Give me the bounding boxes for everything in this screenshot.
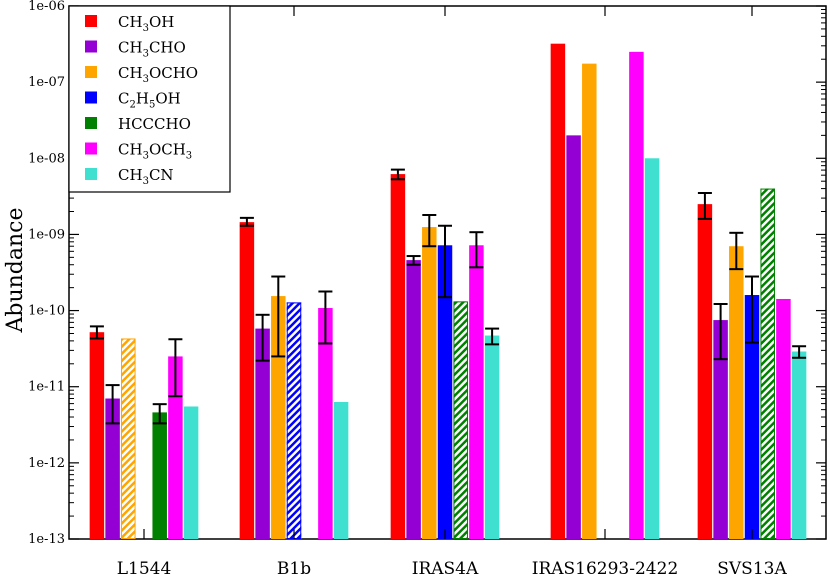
legend-swatch (85, 40, 97, 53)
y-axis-label: Abundance (3, 207, 28, 333)
x-tick-label: L1544 (117, 559, 172, 579)
bar (333, 401, 349, 539)
bar-outline (121, 338, 136, 539)
bar (422, 227, 437, 539)
x-tick-label: IRAS16293-2422 (532, 559, 679, 579)
bar (437, 245, 453, 539)
error-bars-group (89, 168, 807, 425)
bar (744, 295, 760, 539)
bar (697, 204, 713, 539)
y-tick-label: 1e-09 (28, 227, 65, 242)
bar (152, 412, 167, 539)
x-tick-label: IRAS4A (412, 559, 479, 579)
bar (566, 135, 581, 539)
bar (255, 328, 270, 539)
legend-entry: CH3OCH3 (118, 141, 192, 162)
bar (729, 246, 744, 539)
bars-group (89, 43, 807, 540)
legend-entry: CH3OCHO (118, 64, 198, 85)
y-tick-label: 1e-07 (28, 75, 65, 90)
legend-entry: CH3CHO (118, 39, 186, 60)
x-tick-label: SVS13A (717, 559, 787, 579)
bar (791, 351, 807, 539)
bar (121, 338, 136, 539)
y-tick-label: 1e-11 (28, 380, 65, 395)
bar (183, 406, 199, 539)
legend-swatch (85, 15, 97, 27)
bar (644, 158, 660, 540)
bar (713, 320, 728, 539)
y-tick-label: 1e-12 (28, 456, 65, 471)
y-tick-label: 1e-06 (28, 0, 65, 14)
legend-entry: CH3OH (118, 13, 174, 34)
bar (406, 260, 421, 539)
legend-entry: C2H5OH (118, 90, 181, 111)
bar (484, 335, 500, 539)
bar-outline (453, 301, 468, 540)
bar (550, 43, 566, 540)
legend-swatch (85, 142, 97, 155)
legend-swatch (85, 66, 97, 78)
y-tick-label: 1e-10 (28, 304, 65, 319)
bar (776, 298, 791, 539)
bar (453, 301, 468, 539)
bar (239, 222, 255, 540)
legend-swatch (85, 117, 97, 129)
bar (318, 308, 333, 539)
bar-outline (760, 188, 775, 539)
y-tick-label: 1e-13 (28, 532, 65, 547)
bar (168, 356, 183, 539)
bar (469, 245, 484, 539)
bar (89, 332, 105, 539)
x-tick-label: B1b (277, 559, 311, 579)
legend-swatch (85, 168, 97, 180)
y-tick-label: 1e-08 (28, 151, 65, 166)
legend-entry: CH3CN (118, 166, 174, 187)
bar (582, 63, 597, 540)
legend: CH3OH CH3CHO CH3OCHO C2H5OH HCCCHO CH3OCH3 CH3… (68, 5, 231, 193)
bar (760, 188, 775, 539)
legend-swatch (85, 91, 97, 104)
bar (105, 398, 120, 539)
bar (629, 51, 644, 540)
legend-entry: HCCCHO (118, 115, 191, 133)
bar (286, 302, 302, 539)
bar (390, 174, 406, 539)
x-axis: L1544 B1b IRAS4A IRAS16293-2422 SVS13A (117, 6, 787, 579)
